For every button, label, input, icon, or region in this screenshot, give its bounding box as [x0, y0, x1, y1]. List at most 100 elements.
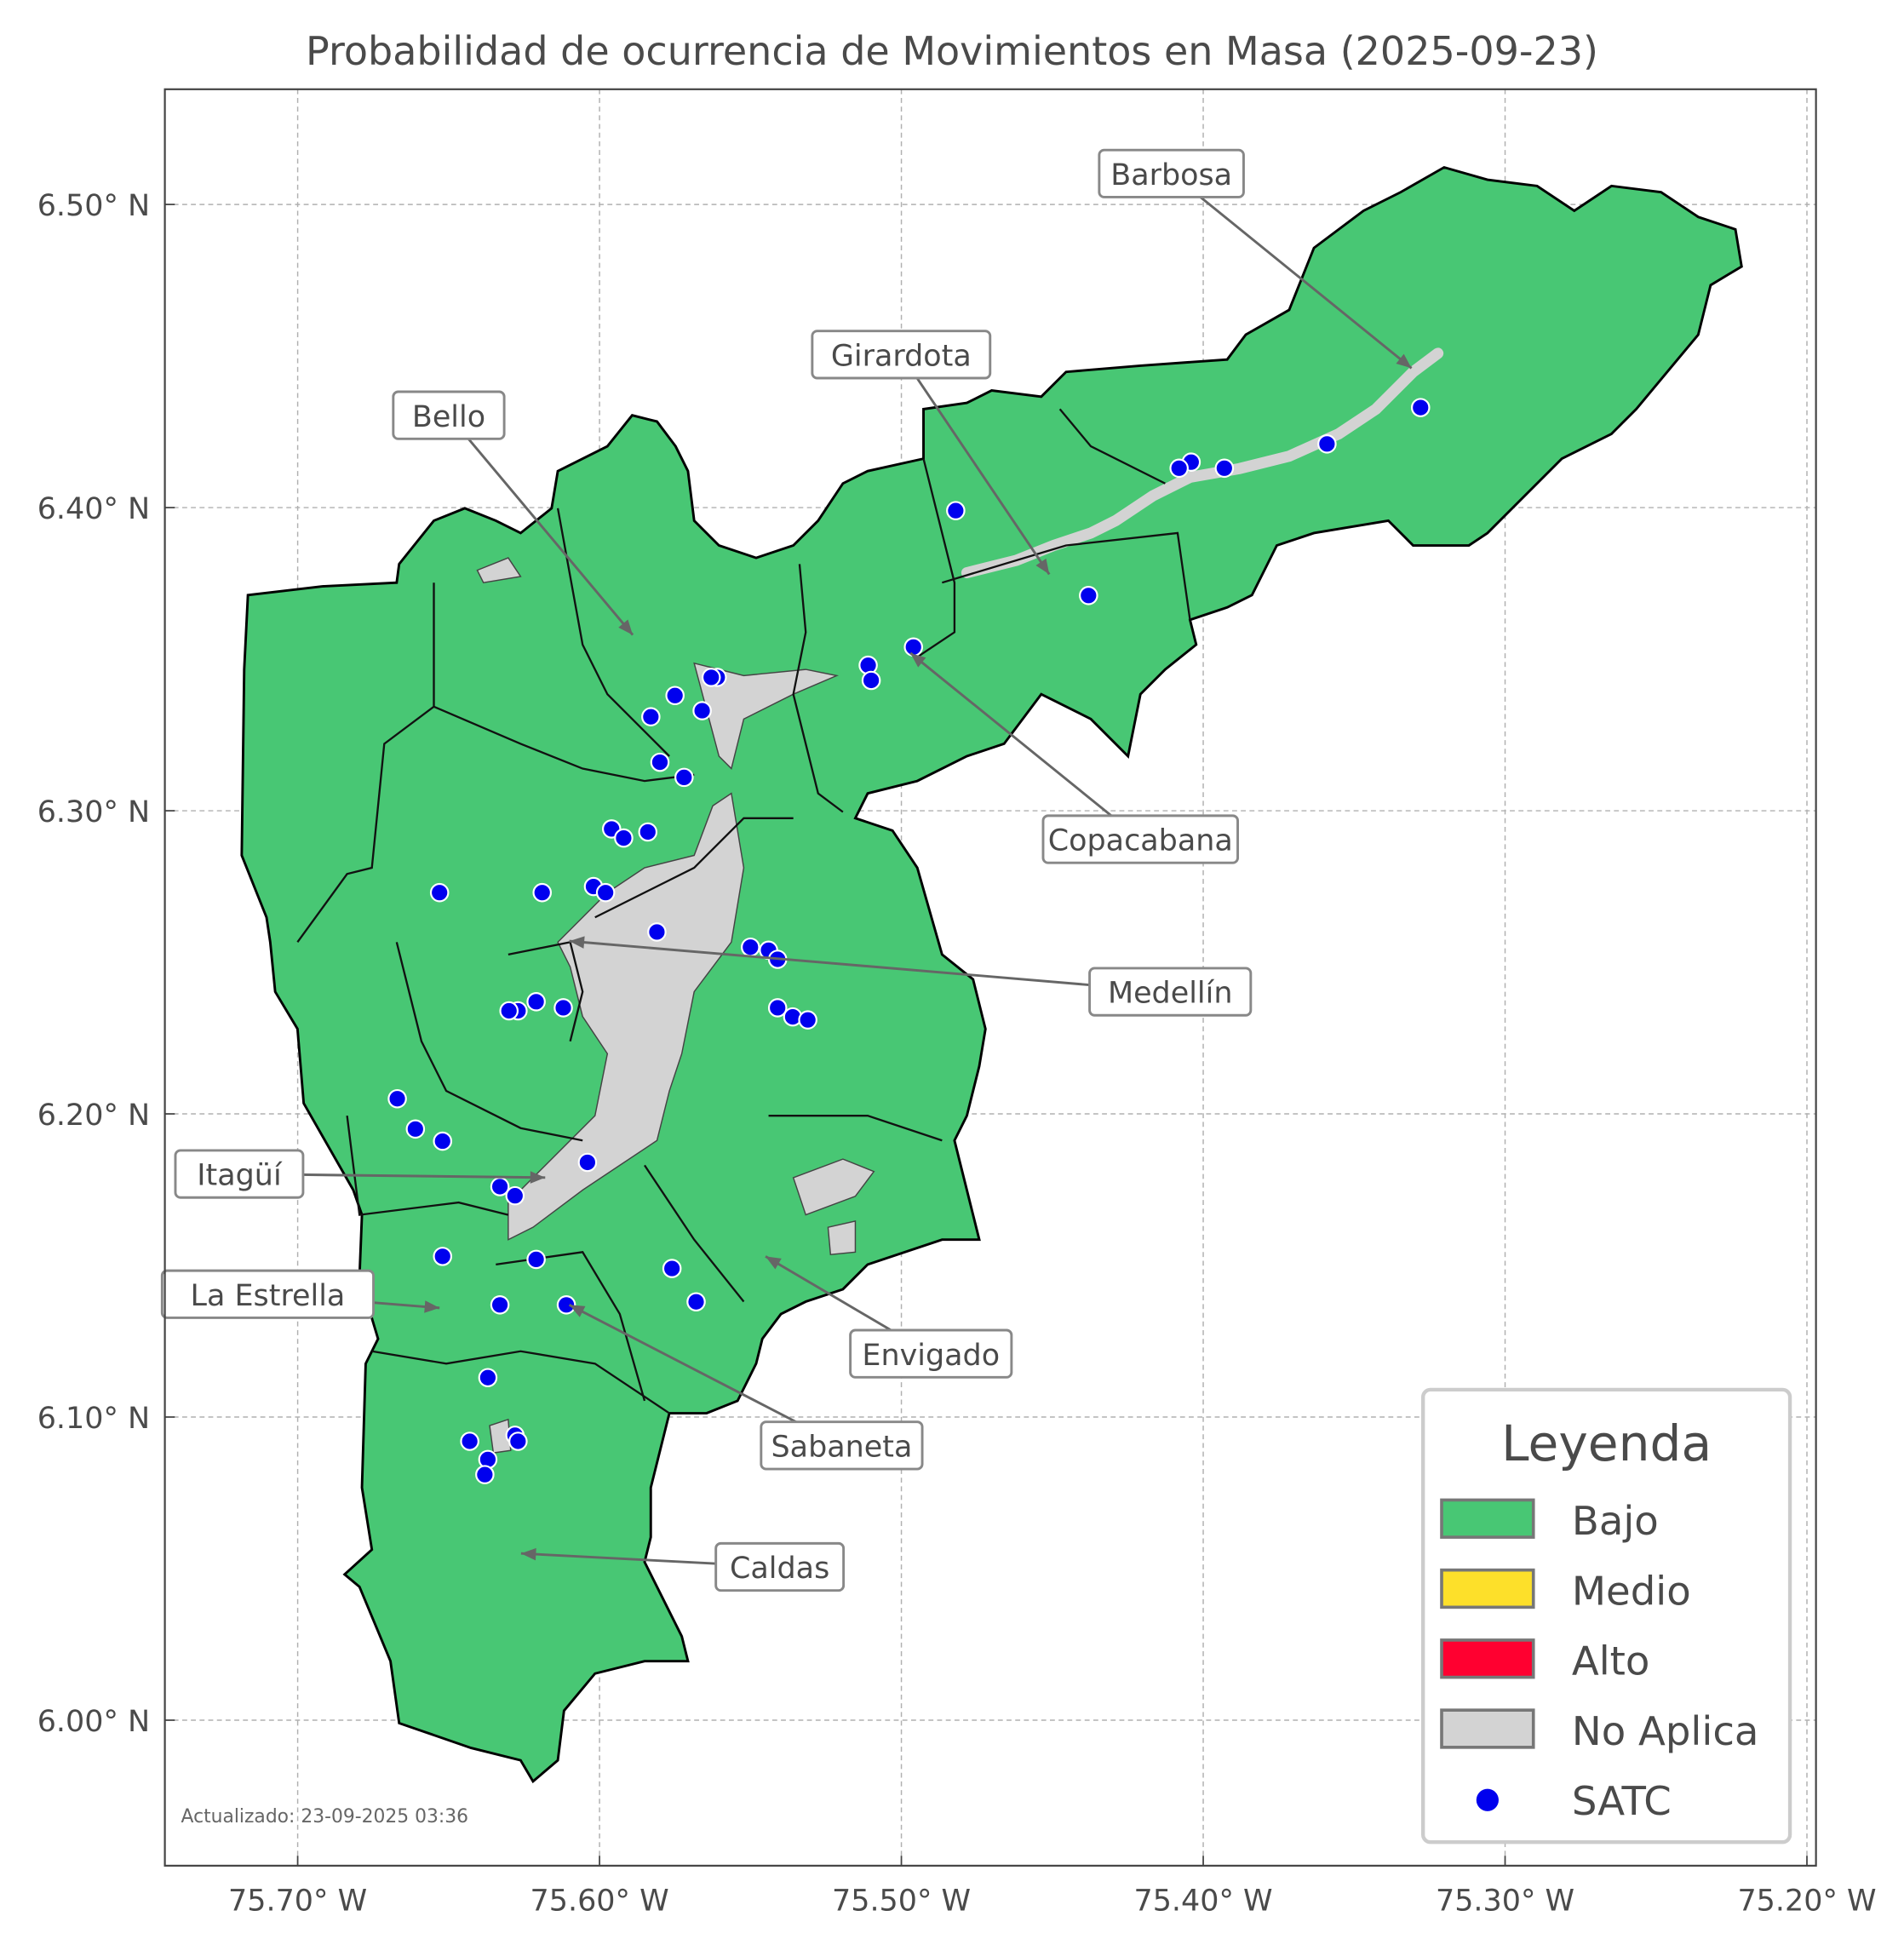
arrow-head-icon — [530, 1171, 546, 1184]
satc-point — [798, 1010, 817, 1030]
satc-point — [1079, 586, 1098, 605]
arrow-head-icon — [569, 936, 585, 949]
satc-point — [946, 501, 966, 520]
annotation: Bello — [392, 390, 634, 636]
annotation: La Estrella — [160, 1269, 440, 1319]
region-no-aplica — [827, 1219, 857, 1255]
legend-title: Leyenda — [1501, 1414, 1712, 1472]
chart-title: Probabilidad de ocurrencia de Movimiento… — [306, 28, 1598, 74]
arrow-head-icon — [766, 1256, 782, 1270]
legend-marker-satc — [1476, 1788, 1499, 1811]
satc-point — [662, 1259, 682, 1278]
municipalities-map — [240, 165, 1743, 1784]
municipality-boundary — [644, 1164, 745, 1303]
satc-point — [387, 1088, 407, 1109]
municipality-annotations: Barbosa Girardota Bello Copacabana Medellín I… — [160, 148, 1413, 1592]
annotation: Barbosa — [1098, 148, 1413, 370]
satc-point — [577, 1152, 598, 1173]
annotation-label: Itagüí — [197, 1159, 283, 1193]
annotation: Copacabana — [909, 651, 1240, 864]
municipality-boundary — [594, 817, 794, 919]
satc-point — [526, 1249, 546, 1270]
legend-label: Alto — [1572, 1638, 1650, 1684]
x-tick-label: 75.40° W — [1134, 1884, 1273, 1918]
satc-point — [903, 637, 924, 657]
arrow-head-icon — [910, 652, 926, 668]
annotation-box — [849, 1328, 1013, 1379]
plot-area: Barbosa Girardota Bello Copacabana Medellín I… — [37, 88, 1877, 1918]
municipality-boundary — [433, 705, 695, 783]
satc-point — [701, 668, 721, 687]
annotation: Caldas — [520, 1541, 846, 1592]
satc-point — [741, 937, 760, 957]
satc-point — [478, 1368, 498, 1388]
satc-point — [861, 670, 881, 691]
municipality-boundary — [792, 564, 844, 813]
satc-point — [595, 882, 616, 903]
legend-swatch-bajo — [1440, 1498, 1535, 1539]
satc-point — [650, 752, 670, 772]
annotation-arrow — [1170, 172, 1413, 370]
satc-point — [505, 1185, 525, 1206]
x-tick-label: 75.60° W — [530, 1884, 669, 1918]
annotation-label: Medellín — [1108, 977, 1233, 1011]
arrow-head-icon — [424, 1300, 440, 1313]
satc-points — [387, 398, 1431, 1484]
annotation-label: Caldas — [730, 1552, 829, 1586]
satc-point — [433, 1247, 453, 1266]
satc-point — [641, 707, 661, 726]
satc-point — [490, 1295, 510, 1315]
x-tick-label: 75.20° W — [1737, 1884, 1876, 1918]
region-no-aplica — [476, 557, 522, 583]
y-tick-label: 6.10° N — [37, 1402, 150, 1436]
arrow-head-icon — [520, 1547, 536, 1561]
annotation: Girardota — [811, 330, 1051, 576]
x-tick-label: 75.70° W — [228, 1884, 367, 1918]
arrow-head-icon — [569, 1305, 586, 1317]
satc-point — [429, 882, 450, 903]
satc-point — [499, 1001, 519, 1021]
annotation-box — [160, 1269, 375, 1319]
annotation-box — [811, 330, 992, 380]
x-tick-label: 75.50° W — [832, 1884, 971, 1918]
legend: Leyenda Bajo Medio Alto No Aplica SATC — [1420, 1387, 1792, 1845]
axes-frame — [163, 88, 1817, 1867]
y-tick-label: 6.00° N — [37, 1705, 150, 1739]
y-tick-label: 6.50° N — [37, 189, 150, 223]
annotation-box — [1041, 814, 1240, 864]
annotation-box — [1098, 148, 1245, 198]
annotation-label: Girardota — [831, 339, 972, 373]
annotation: Envigado — [765, 1255, 1013, 1379]
legend-label: SATC — [1572, 1778, 1672, 1824]
annotation: Sabaneta — [568, 1304, 924, 1471]
legend-label: Bajo — [1572, 1498, 1659, 1544]
satc-point — [460, 1431, 479, 1451]
satc-point — [508, 1431, 528, 1451]
satc-point — [692, 701, 712, 720]
region-no-aplica — [508, 792, 745, 1241]
annotation-label: Bello — [412, 400, 485, 434]
satc-point — [674, 767, 694, 788]
region-no-aplica — [489, 1418, 512, 1454]
region-no-aplica — [961, 347, 1444, 579]
annotation-label: Sabaneta — [771, 1430, 913, 1464]
municipality-boundary — [346, 1116, 509, 1216]
municipality-boundary — [395, 942, 583, 1142]
satc-point — [767, 998, 788, 1018]
annotation: Itagüí — [174, 1149, 546, 1199]
annotation-box — [174, 1149, 305, 1199]
municipality-boundary — [371, 1350, 670, 1414]
annotation-arrow — [909, 651, 1142, 841]
annotation-arrow — [447, 414, 634, 636]
x-tick-label: 75.30° W — [1436, 1884, 1574, 1918]
arrow-head-icon — [618, 619, 634, 635]
annotation-box — [760, 1420, 924, 1471]
legend-swatch-no-aplica — [1440, 1708, 1535, 1749]
annotation-label: Copacabana — [1048, 824, 1233, 858]
municipality-boundary — [296, 582, 435, 944]
annotation-label: Envigado — [862, 1339, 1000, 1373]
satc-point — [405, 1119, 426, 1139]
arrow-head-icon — [1396, 353, 1412, 369]
annotation-label: La Estrella — [191, 1279, 346, 1313]
